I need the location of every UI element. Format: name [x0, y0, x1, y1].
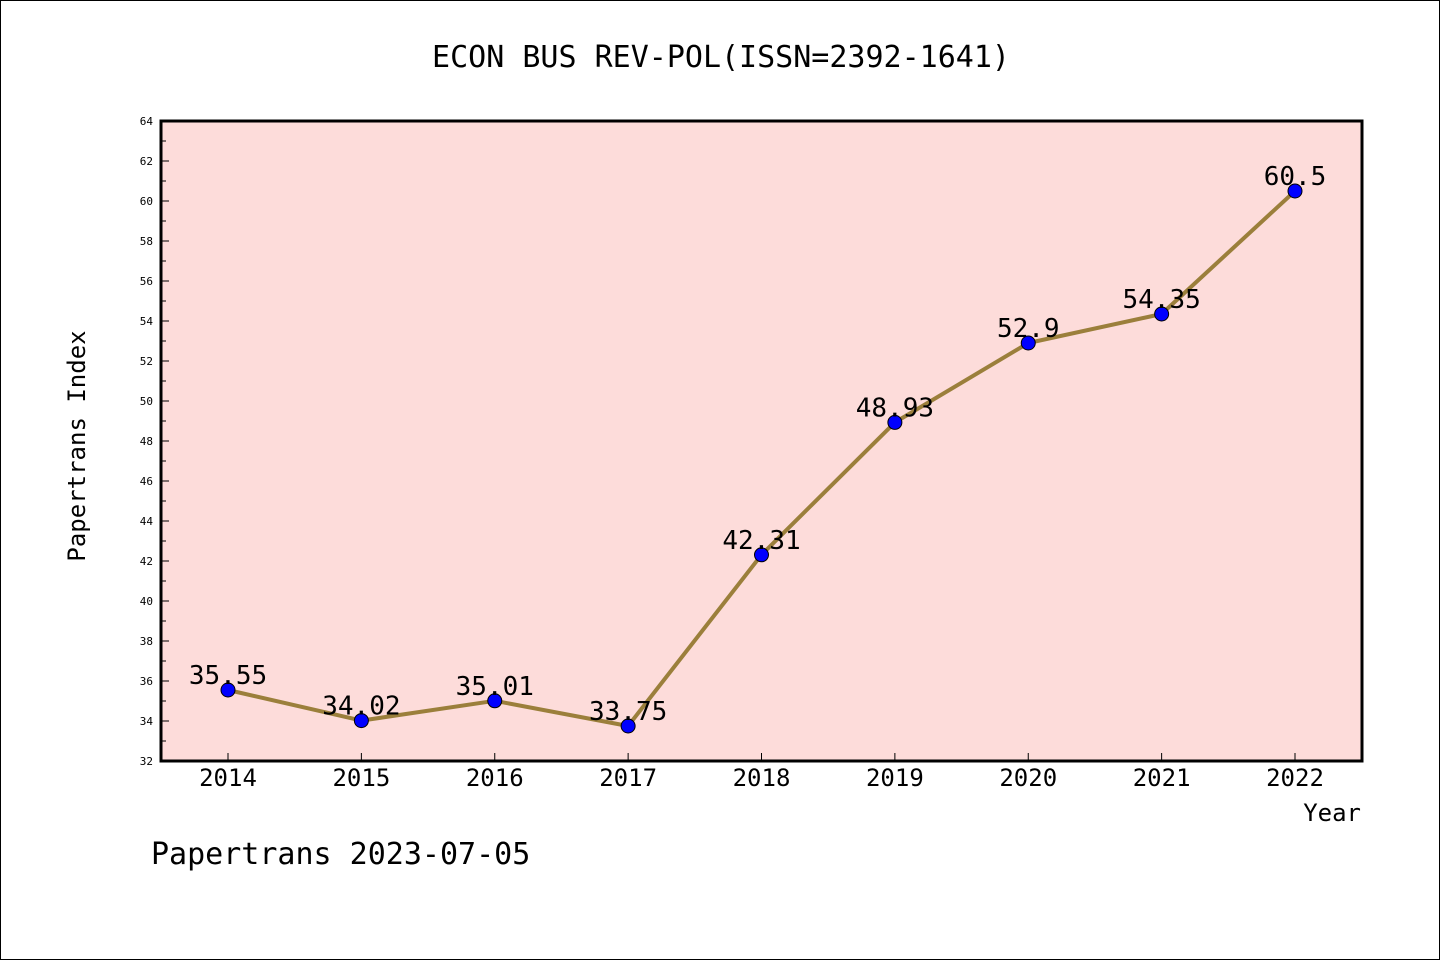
data-label: 48.93: [856, 393, 934, 423]
y-tick-label: 46: [140, 475, 153, 488]
y-tick-label: 50: [140, 395, 153, 408]
data-point: [1020, 335, 1036, 351]
data-label: 34.02: [322, 692, 400, 722]
data-point: [220, 682, 236, 698]
x-tick-label: 2016: [466, 764, 524, 792]
x-tick-label: 2022: [1266, 764, 1324, 792]
y-axis: 32 34 36 38 40 42 44 46 48 50 52 54 56 58 60 62 64: [140, 115, 169, 768]
x-tick-label: 2015: [332, 764, 390, 792]
y-tick-label: 64: [140, 115, 154, 128]
y-tick-label: 38: [140, 635, 153, 648]
data-label: 33.75: [589, 697, 667, 727]
y-tick-label: 42: [140, 555, 153, 568]
series-line-group: [220, 183, 1303, 734]
x-tick-label: 2017: [599, 764, 657, 792]
y-tick-label: 40: [140, 595, 153, 608]
x-tick-label: 2018: [733, 764, 791, 792]
y-tick-label: 58: [140, 235, 153, 248]
data-label: 35.55: [189, 661, 267, 691]
data-point: [353, 713, 369, 729]
data-labels: 35.55 34.02 35.01 33.75 42.31 48.93 52.9 54.35 6…: [189, 162, 1326, 727]
y-tick-label: 52: [140, 355, 153, 368]
data-point: [1287, 183, 1303, 199]
y-tick-label: 34: [140, 715, 154, 728]
y-tick-label: 32: [140, 755, 153, 768]
y-tick-label: 56: [140, 275, 153, 288]
y-tick-label: 48: [140, 435, 153, 448]
data-point: [754, 547, 769, 563]
chart-title: ECON BUS REV-POL(ISSN=2392-1641): [432, 40, 1010, 75]
data-label: 52.9: [997, 314, 1060, 344]
x-tick-label: 2020: [999, 764, 1057, 792]
y-tick-label: 36: [140, 675, 153, 688]
x-tick-label: 2019: [866, 764, 924, 792]
x-tick-label: 2021: [1133, 764, 1191, 792]
y-tick-label: 54: [140, 315, 154, 328]
data-label: 60.5: [1264, 162, 1327, 192]
y-axis-label: Papertrans Index: [63, 330, 91, 561]
y-tick-label: 60: [140, 195, 153, 208]
footer-text: Papertrans 2023-07-05: [151, 837, 530, 872]
plot-area: [159, 119, 1364, 763]
data-label: 42.31: [722, 526, 800, 556]
data-point: [487, 693, 503, 709]
x-axis-label: Year: [1303, 799, 1361, 827]
data-point: [887, 414, 903, 430]
data-label: 54.35: [1122, 285, 1200, 315]
x-axis: 2014 2015 2016 2017 2018 2019 2020 2021 2022: [199, 753, 1324, 792]
y-tick-label: 44: [140, 515, 154, 528]
data-label: 35.01: [456, 672, 534, 702]
data-point: [620, 718, 636, 734]
x-tick-label: 2014: [199, 764, 257, 792]
data-point: [1154, 306, 1170, 322]
y-tick-label: 62: [140, 155, 153, 168]
